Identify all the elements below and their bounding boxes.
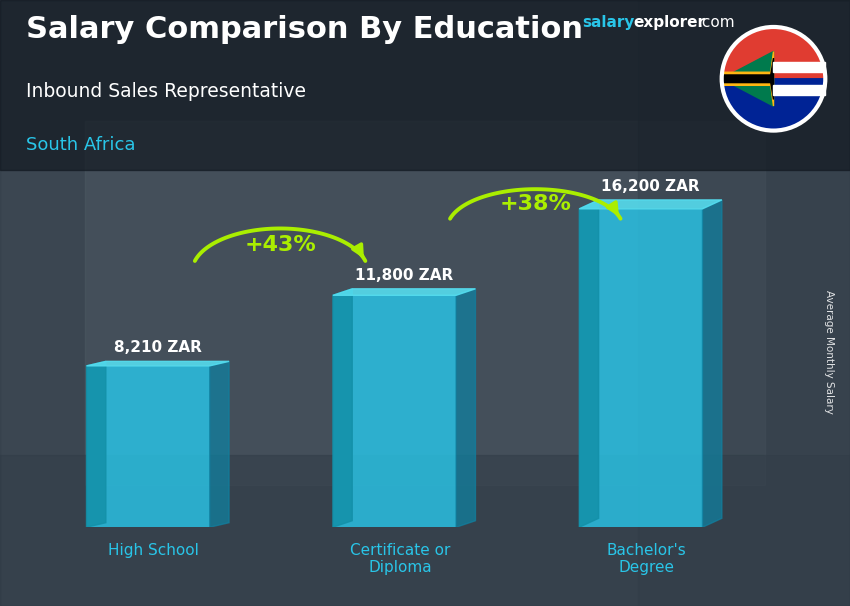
Bar: [0, 0, 850, 170]
Circle shape: [722, 27, 825, 130]
Polygon shape: [580, 200, 598, 527]
Text: +38%: +38%: [499, 194, 571, 214]
Text: High School: High School: [109, 543, 200, 558]
Polygon shape: [333, 289, 352, 527]
FancyBboxPatch shape: [333, 295, 456, 527]
Text: explorer: explorer: [633, 15, 706, 30]
Polygon shape: [580, 200, 722, 209]
Text: Salary Comparison By Education: Salary Comparison By Education: [26, 15, 582, 44]
Polygon shape: [333, 289, 475, 295]
Wedge shape: [722, 27, 825, 79]
Polygon shape: [722, 58, 774, 99]
Polygon shape: [456, 289, 475, 527]
Text: 11,800 ZAR: 11,800 ZAR: [355, 267, 453, 282]
Polygon shape: [722, 52, 774, 106]
Text: South Africa: South Africa: [26, 136, 135, 155]
Polygon shape: [87, 361, 229, 366]
Text: Inbound Sales Representative: Inbound Sales Representative: [26, 82, 305, 101]
Polygon shape: [210, 361, 229, 527]
Text: Bachelor's
Degree: Bachelor's Degree: [607, 543, 687, 575]
FancyBboxPatch shape: [580, 209, 702, 527]
Text: +43%: +43%: [244, 235, 316, 255]
Text: Certificate or
Diploma: Certificate or Diploma: [350, 543, 450, 575]
FancyBboxPatch shape: [87, 366, 210, 527]
Text: Average Monthly Salary: Average Monthly Salary: [824, 290, 834, 413]
Polygon shape: [722, 52, 774, 106]
Bar: [0, 454, 850, 606]
Text: 16,200 ZAR: 16,200 ZAR: [601, 179, 700, 194]
Text: .com: .com: [697, 15, 734, 30]
Wedge shape: [722, 79, 825, 130]
Text: 8,210 ZAR: 8,210 ZAR: [114, 340, 201, 355]
Bar: [774, 85, 825, 95]
Text: salary: salary: [582, 15, 635, 30]
Polygon shape: [702, 200, 722, 527]
Polygon shape: [87, 361, 106, 527]
Bar: [774, 62, 825, 72]
Bar: [85, 121, 765, 485]
Bar: [638, 0, 850, 606]
